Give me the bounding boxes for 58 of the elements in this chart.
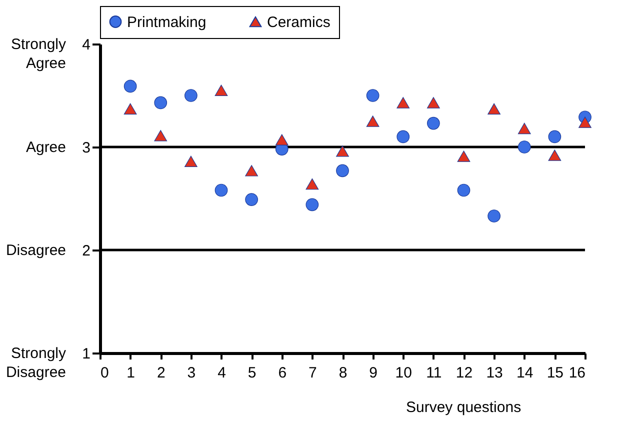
point bbox=[548, 150, 562, 161]
point bbox=[366, 116, 380, 127]
x-tick-label: 6 bbox=[278, 364, 287, 382]
point bbox=[184, 156, 198, 168]
point bbox=[488, 103, 500, 114]
point bbox=[457, 184, 470, 197]
point bbox=[306, 178, 319, 190]
x-tick-label: 12 bbox=[456, 364, 473, 382]
x-tick-label: 9 bbox=[369, 364, 378, 382]
point bbox=[214, 84, 228, 96]
point bbox=[214, 184, 228, 197]
text: Strongly Agree bbox=[10, 36, 66, 72]
x-tick-label: 7 bbox=[308, 364, 317, 382]
x-tick-label: 5 bbox=[248, 364, 256, 382]
y-tick-label: 1 bbox=[82, 346, 90, 362]
point bbox=[124, 103, 137, 114]
point bbox=[457, 150, 470, 162]
point bbox=[427, 97, 440, 108]
text: Strongly Disagree bbox=[6, 345, 66, 381]
point bbox=[306, 198, 319, 212]
text: Agree bbox=[26, 139, 66, 156]
point bbox=[184, 89, 198, 102]
x-tick-label: 10 bbox=[395, 364, 412, 382]
y-tick-label: 3 bbox=[82, 140, 90, 156]
x-tick-label: 15 bbox=[546, 364, 564, 382]
x-tick-label: 13 bbox=[486, 364, 503, 382]
x-tick-label: 14 bbox=[516, 364, 534, 382]
point bbox=[245, 193, 258, 206]
point bbox=[427, 116, 440, 130]
point bbox=[336, 164, 349, 178]
x-axis-title: Survey questions bbox=[406, 399, 522, 416]
point bbox=[488, 210, 500, 222]
point bbox=[518, 122, 531, 134]
x-tick-label: 1 bbox=[126, 364, 135, 382]
legend-label: Printmaking bbox=[127, 14, 206, 31]
x-tick-label: 4 bbox=[218, 364, 226, 382]
x-tick-label: 16 bbox=[568, 364, 586, 382]
point bbox=[245, 165, 258, 176]
point bbox=[548, 130, 562, 144]
point bbox=[518, 140, 531, 154]
x-tick-label: 11 bbox=[426, 364, 442, 382]
point bbox=[578, 116, 592, 128]
y-tick-label: 2 bbox=[82, 242, 90, 260]
x-tick-label: 3 bbox=[187, 364, 196, 382]
point bbox=[275, 134, 288, 146]
y-tick-label: 4 bbox=[82, 36, 90, 54]
x-tick-label: 0 bbox=[100, 364, 109, 382]
point bbox=[366, 89, 380, 102]
point bbox=[124, 80, 137, 93]
x-tick-label: 8 bbox=[338, 364, 348, 382]
legend-label: Ceramics bbox=[267, 14, 330, 31]
x-tick-label: 2 bbox=[156, 364, 166, 382]
point bbox=[154, 130, 168, 142]
text: Disagree bbox=[6, 242, 66, 259]
point bbox=[396, 130, 410, 144]
point bbox=[154, 96, 168, 110]
point bbox=[396, 97, 410, 108]
point bbox=[336, 146, 349, 157]
